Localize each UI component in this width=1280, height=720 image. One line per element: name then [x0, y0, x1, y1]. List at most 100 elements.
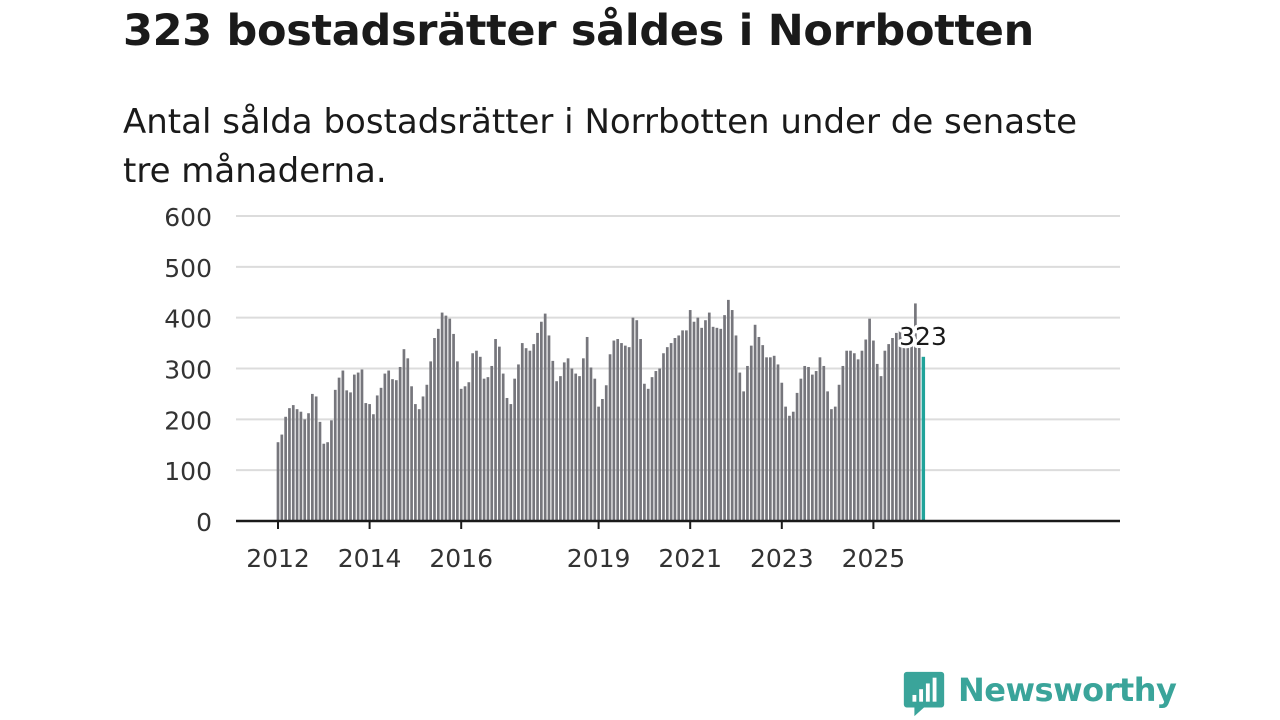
- bar: [490, 365, 494, 521]
- bar: [421, 396, 425, 521]
- y-tick-label: 500: [164, 254, 212, 283]
- bar: [314, 396, 318, 521]
- bar: [677, 335, 681, 521]
- bar: [711, 326, 715, 521]
- bar: [746, 365, 749, 521]
- bar: [810, 374, 814, 521]
- bar: [852, 353, 856, 521]
- x-axis: 2012 2014 2016 2019 2021 2023 2025: [236, 519, 1120, 573]
- bar: [398, 366, 402, 521]
- bar: [356, 372, 360, 521]
- bar: [585, 336, 589, 521]
- bar: [719, 328, 723, 521]
- bar: [845, 350, 849, 521]
- bar: [391, 379, 394, 521]
- bar: [540, 321, 543, 521]
- bar: [364, 403, 368, 521]
- bar: [387, 370, 391, 521]
- bar: [654, 371, 658, 521]
- bar: [646, 388, 650, 521]
- bar: [841, 365, 845, 521]
- bar: [608, 354, 612, 521]
- bar: [730, 310, 734, 521]
- bar: [673, 338, 677, 521]
- bar: [700, 327, 703, 521]
- bar: [284, 416, 287, 521]
- bar: [410, 386, 413, 521]
- bar: [864, 339, 868, 521]
- bar: [738, 372, 742, 521]
- bar: [868, 318, 871, 521]
- bar: [520, 343, 524, 521]
- bar: [891, 338, 894, 521]
- bar: [688, 310, 692, 521]
- bar: [482, 378, 486, 521]
- bar: [715, 327, 719, 521]
- newsworthy-logo-icon: [903, 671, 945, 717]
- bar: [528, 350, 532, 521]
- bar: [799, 378, 803, 521]
- bar: [784, 406, 787, 522]
- bar: [631, 317, 635, 521]
- bar: [562, 362, 566, 521]
- bar: [879, 376, 883, 522]
- bar-highlight: [921, 356, 926, 521]
- bar: [330, 420, 333, 521]
- bar: [414, 404, 417, 521]
- bar: [753, 324, 757, 521]
- bar: [517, 364, 520, 521]
- bar: [589, 367, 593, 521]
- bar: [559, 376, 562, 522]
- bar: [326, 442, 329, 521]
- y-tick-label: 0: [196, 508, 212, 537]
- bar: [543, 313, 547, 521]
- bar: [444, 315, 448, 521]
- bar: [643, 383, 646, 521]
- bar: [788, 415, 791, 521]
- bar: [837, 384, 841, 521]
- bar: [475, 350, 478, 521]
- bar: [612, 340, 616, 521]
- x-tick-label: 2021: [658, 544, 722, 573]
- bar: [875, 363, 879, 521]
- bar: [524, 348, 528, 521]
- bar: [276, 442, 280, 521]
- bar: [906, 345, 910, 522]
- chart-subtitle: Antal sålda bostadsrätter i Norrbotten u…: [123, 102, 1078, 191]
- bar: [776, 364, 780, 521]
- x-tick-label: 2014: [338, 544, 402, 573]
- bar: [601, 399, 604, 521]
- y-tick-label: 100: [164, 457, 212, 486]
- bar: [761, 345, 765, 521]
- bar: [765, 357, 768, 521]
- bar: [467, 382, 471, 521]
- bar-series: [276, 299, 926, 522]
- bar: [883, 350, 887, 521]
- bar: [478, 356, 482, 521]
- bar: [291, 405, 295, 521]
- bar: [463, 386, 467, 521]
- bar: [669, 343, 673, 521]
- bar: [505, 397, 509, 521]
- bar: [372, 414, 375, 521]
- bar: [769, 357, 772, 521]
- bar: [456, 361, 459, 521]
- bar: [849, 350, 852, 521]
- bar: [536, 332, 539, 521]
- bar: [757, 336, 761, 521]
- bar: [856, 359, 860, 521]
- bar: [394, 380, 398, 521]
- bar: [639, 339, 642, 521]
- bar: [551, 360, 555, 522]
- bar: [910, 335, 913, 521]
- bar: [471, 353, 474, 521]
- bar: [685, 330, 688, 522]
- bar: [383, 373, 387, 521]
- bar: [696, 317, 700, 521]
- bar: [894, 332, 898, 521]
- bar: [318, 421, 322, 522]
- bar: [704, 320, 707, 521]
- bar: [604, 385, 608, 521]
